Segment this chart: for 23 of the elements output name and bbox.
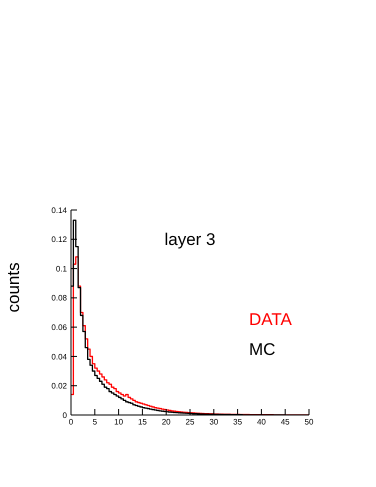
x-tick-label: 30 <box>209 418 219 427</box>
y-tick-label: 0.04 <box>51 352 68 362</box>
x-tick-label: 5 <box>92 418 98 427</box>
y-axis-title: counts <box>4 262 24 312</box>
y-tick-label: 0.06 <box>51 322 68 332</box>
x-tick-label: 40 <box>256 418 266 427</box>
x-tick-label: 0 <box>68 418 74 427</box>
y-tick-label: 0.1 <box>56 264 68 274</box>
x-tick-label: 10 <box>114 418 124 427</box>
text: layer 3 <box>163 230 217 250</box>
x-tick-label: 25 <box>186 418 195 427</box>
y-tick-label: 0.08 <box>51 294 68 303</box>
x-tick-label: 20 <box>162 418 172 427</box>
y-tick-label: 0 <box>62 410 68 420</box>
x-tick-label: 15 <box>138 418 148 427</box>
y-tick-label: 0.14 <box>51 206 68 215</box>
y-tick-label: 0.12 <box>51 235 68 244</box>
x-tick-label: 45 <box>280 418 290 427</box>
y-tick-label: 0.02 <box>51 382 68 391</box>
x-tick-label: 50 <box>304 418 314 427</box>
x-tick-label: 35 <box>233 418 243 427</box>
text: MC <box>249 339 276 361</box>
text: DATA <box>249 309 292 331</box>
